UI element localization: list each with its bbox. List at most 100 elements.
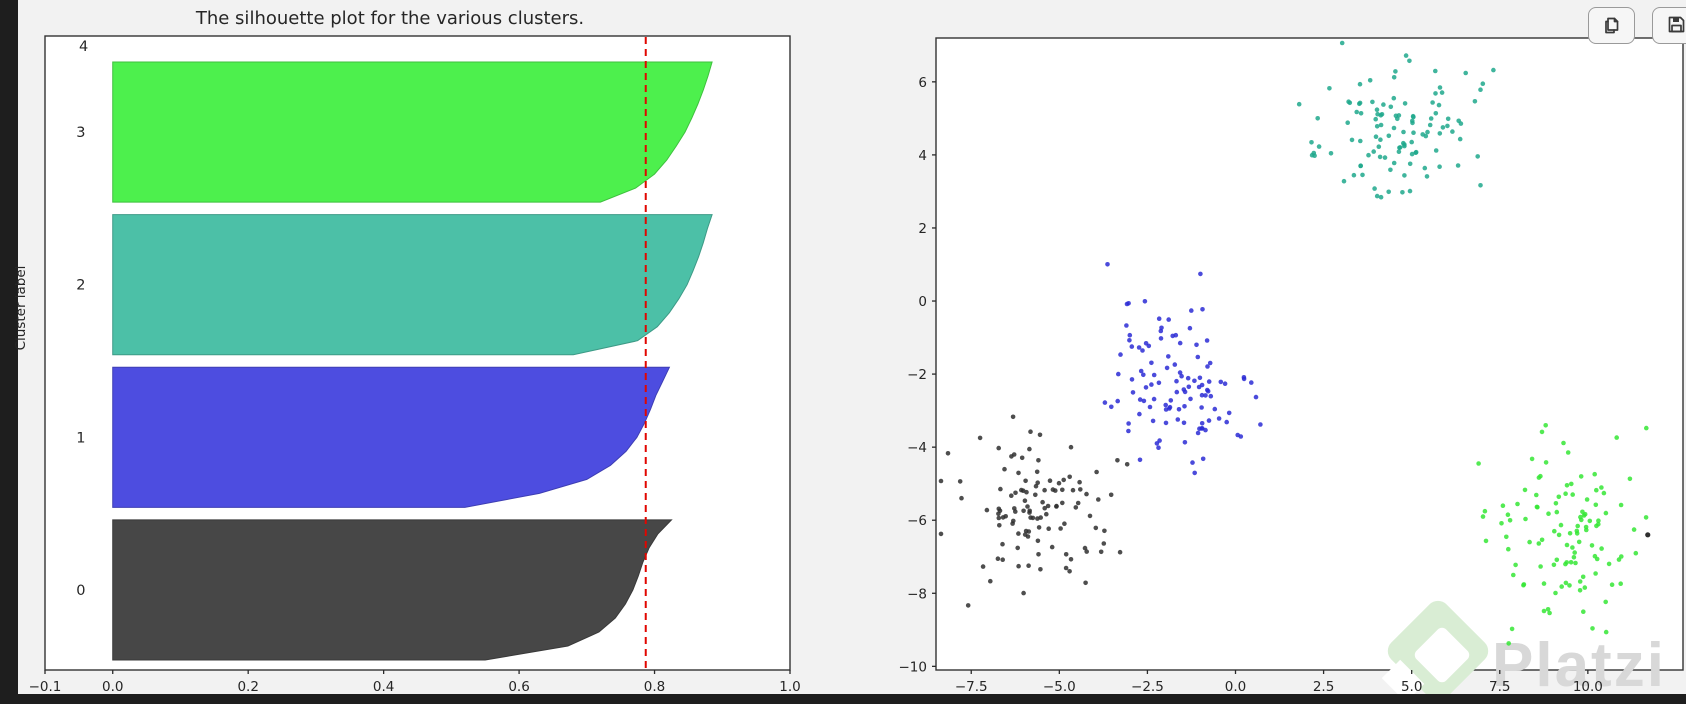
data-point <box>1087 513 1093 519</box>
data-point <box>1126 301 1131 306</box>
data-point <box>1200 456 1206 462</box>
window-bottom-edge <box>0 694 1686 704</box>
data-point <box>1063 565 1069 571</box>
data-point <box>1034 469 1040 475</box>
data-point <box>1357 100 1363 106</box>
silhouette-top-label: 4 <box>79 39 88 55</box>
data-point <box>1413 149 1419 155</box>
data-point <box>1556 494 1562 500</box>
data-point <box>1354 109 1359 115</box>
data-point <box>1407 58 1412 64</box>
data-point <box>1554 509 1560 515</box>
data-point <box>1047 478 1053 484</box>
data-point <box>1590 626 1595 631</box>
scatter-axes-box <box>935 37 1684 671</box>
data-point <box>1053 488 1058 493</box>
data-point <box>1609 582 1615 587</box>
data-point <box>1056 480 1062 486</box>
data-point <box>1551 562 1557 568</box>
data-point <box>1019 455 1025 461</box>
data-point <box>1124 462 1130 467</box>
data-point <box>984 507 990 513</box>
data-point <box>1158 336 1164 341</box>
data-point <box>1455 163 1461 168</box>
data-point <box>1504 534 1509 540</box>
data-point <box>1037 432 1043 438</box>
data-point <box>1483 538 1489 544</box>
data-point <box>1580 574 1586 580</box>
data-point <box>996 445 1001 451</box>
data-point <box>1174 389 1180 395</box>
data-point <box>1094 469 1099 475</box>
data-point <box>1575 523 1580 529</box>
data-point <box>1391 95 1397 101</box>
data-point <box>1115 398 1120 404</box>
data-point <box>1506 641 1511 646</box>
data-point <box>1402 173 1407 178</box>
data-point <box>1258 422 1263 427</box>
data-point <box>980 564 986 569</box>
data-point <box>1328 151 1334 156</box>
data-point <box>1563 580 1569 586</box>
x-tick-label: 0.2 <box>237 679 258 695</box>
data-point <box>1568 560 1574 565</box>
silhouette-cluster-3 <box>112 61 713 203</box>
data-point <box>1373 116 1378 122</box>
data-point <box>1023 478 1028 484</box>
data-point <box>1633 550 1639 556</box>
data-point <box>1539 537 1545 543</box>
data-point <box>1182 404 1187 409</box>
data-point <box>1200 426 1205 431</box>
data-point <box>1084 549 1089 554</box>
y-tick-label: 2 <box>918 221 927 237</box>
data-point <box>1192 378 1197 384</box>
data-point <box>1020 488 1026 494</box>
data-point <box>965 603 971 608</box>
y-tick-label: 0 <box>918 294 927 310</box>
data-point <box>1075 500 1081 506</box>
data-point <box>1163 402 1168 408</box>
data-point <box>1049 544 1055 550</box>
watermark-diamond-inner <box>1414 627 1470 683</box>
data-point <box>1606 561 1612 567</box>
data-point <box>1445 123 1450 129</box>
data-point <box>1577 588 1583 593</box>
data-point <box>1552 528 1557 534</box>
data-point <box>1450 129 1455 134</box>
data-point <box>1109 404 1114 410</box>
data-point <box>1126 428 1131 434</box>
data-point <box>1207 360 1213 366</box>
data-point <box>938 478 944 484</box>
data-point <box>1016 563 1021 569</box>
data-point <box>1594 523 1599 529</box>
data-point <box>1181 420 1187 426</box>
data-point <box>1424 174 1430 179</box>
data-point <box>1002 466 1007 472</box>
data-point <box>1168 398 1174 403</box>
data-point <box>1198 271 1203 277</box>
scatter-cluster-1 <box>1102 262 1263 476</box>
data-point <box>1026 563 1031 568</box>
data-point <box>1581 513 1587 518</box>
data-point <box>1136 345 1142 350</box>
data-point <box>1038 515 1043 520</box>
silhouette-plot: The silhouette plot for the various clus… <box>13 8 801 695</box>
data-point <box>1573 560 1578 566</box>
data-point <box>1137 457 1143 463</box>
data-point <box>1580 509 1585 515</box>
data-point <box>1403 53 1409 58</box>
data-point <box>1563 491 1568 497</box>
save-output-button[interactable] <box>1652 7 1686 44</box>
data-point <box>1199 382 1205 388</box>
cluster-band-label-2: 2 <box>76 278 85 294</box>
copy-output-button[interactable] <box>1588 7 1635 44</box>
data-point <box>1396 149 1402 154</box>
data-point <box>1150 418 1156 424</box>
data-point <box>1553 590 1558 596</box>
data-point <box>1138 368 1144 374</box>
data-point <box>1027 446 1032 452</box>
data-point <box>1149 360 1154 366</box>
data-point <box>1187 325 1193 331</box>
data-point <box>1203 393 1208 398</box>
data-point <box>1515 501 1520 507</box>
